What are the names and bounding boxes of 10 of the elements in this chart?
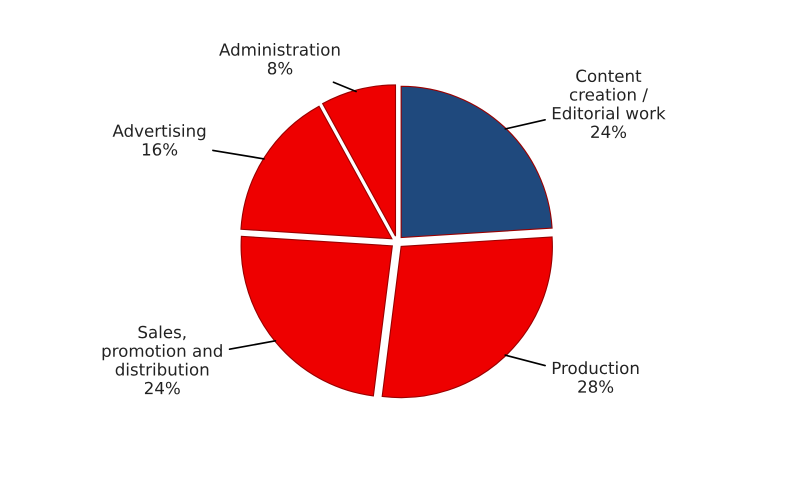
slice-label: Sales, promotion and distribution <box>102 325 222 376</box>
slice-label: Advertising <box>112 124 206 140</box>
data-label: 24% <box>144 382 180 394</box>
slice-label: Production <box>552 361 639 374</box>
data-label: 28% <box>578 380 614 393</box>
data-label: 16% <box>142 143 178 156</box>
data-label: 24% <box>591 126 626 138</box>
slice-label: Administration <box>219 42 340 56</box>
data-label: 8% <box>268 62 292 75</box>
slice-label: Content creation / Editorial work <box>552 70 666 120</box>
